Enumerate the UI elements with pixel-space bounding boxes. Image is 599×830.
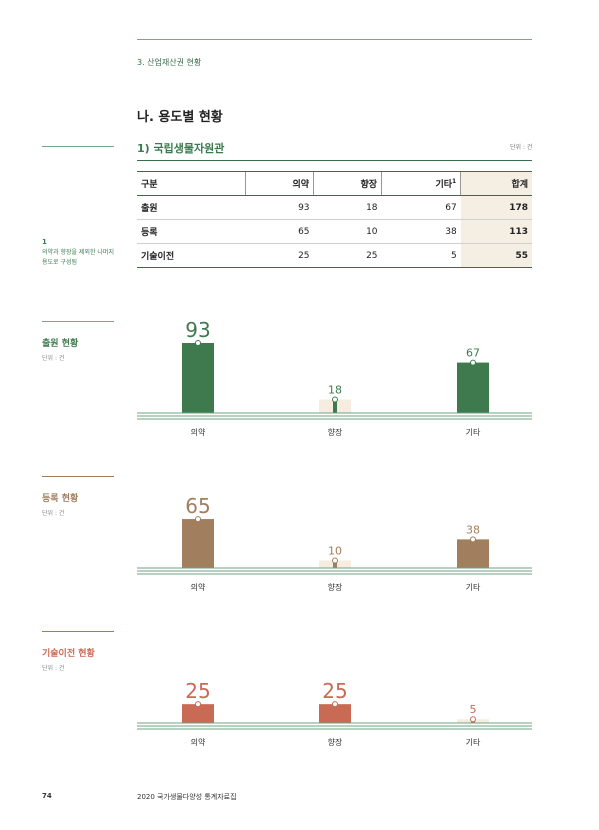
table-header-cell: 향장 [313,171,382,196]
table-cell: 38 [381,219,461,244]
table-row: 출원 93 18 67 178 [137,195,532,220]
footer-title: 2020 국가생물다양성 통계자료집 [137,793,237,801]
footnote-marker: 1 [452,178,457,185]
table-cell: 등록 [137,219,246,244]
bar-marker [195,701,201,708]
bar-marker [332,396,338,403]
bar-marker [332,557,338,564]
category-label: 기타 [466,738,481,747]
chart-outcome-filing: 93 의약 18 향장 67 기타 [137,318,532,437]
header-rule [137,39,532,40]
table-header-label: 기타 [435,180,452,190]
bar-marker [332,701,338,708]
chart-left-rule [42,321,114,322]
table-cell: 10 [313,219,382,244]
chart-title: 등록 현황 [42,494,79,504]
bar-marker [195,516,201,523]
bar [182,519,214,568]
data-label: 38 [466,523,480,536]
chart-registration: 65 의약 10 향장 38 기타 [137,494,532,592]
table-header-cell: 의약 [244,171,314,196]
bar [182,704,214,723]
category-label: 기타 [466,428,481,437]
note-text-2: 용도로 구성됨 [42,259,78,266]
table-cell: 18 [313,195,382,220]
table-cell: 93 [245,195,314,220]
chart-left-rule [42,631,114,632]
table-cell: 113 [460,219,532,244]
table-cell: 55 [460,243,532,268]
bar-marker [470,536,476,543]
table-row: 등록 65 10 38 113 [137,219,532,244]
category-label: 의약 [191,427,206,437]
data-label: 67 [466,347,480,360]
bar [333,560,337,568]
bar [319,704,351,723]
chart-title: 기술이전 현황 [42,649,95,659]
category-label: 향장 [328,582,343,592]
bar-marker [470,359,476,366]
category-label: 향장 [328,427,343,437]
table-header-cell: 합계 [460,171,532,196]
table-cell: 25 [313,243,382,268]
table-row: 기술이전 25 25 5 55 [137,243,532,268]
page-heading: 나. 용도별 현황 [137,110,223,125]
bar [457,539,489,568]
left-rule [42,146,114,147]
category-label: 기타 [466,583,481,592]
category-label: 향장 [328,737,343,747]
chart-unit: 단위 : 건 [42,355,65,362]
data-label: 10 [328,544,342,557]
chart-tech-transfer: 25 의약 25 향장 5 기타 [137,679,532,747]
chart-title: 출원 현황 [42,339,79,349]
section-label: 3. 산업재산권 현황 [137,58,202,67]
category-label: 의약 [191,737,206,747]
table-cell: 178 [460,195,532,220]
data-label: 25 [322,679,347,703]
bar [182,343,214,413]
table-cell: 65 [245,219,314,244]
bar-marker [470,716,476,723]
data-label: 93 [185,318,210,342]
table-unit: 단위 : 건 [510,144,533,151]
table-cell: 5 [381,243,461,268]
data-label: 25 [185,679,210,703]
data-label: 65 [185,494,210,518]
note-text-1: 의약과 향장을 제외한 나머지 [42,249,114,256]
chart-unit: 단위 : 건 [42,665,65,672]
chart-left-rule [42,476,114,477]
table-header-cell: 기타1 [381,171,461,196]
subheading: 1) 국립생물자원관 [137,142,225,155]
subheading-rule [137,160,532,161]
data-label: 5 [470,703,477,716]
table-cell: 25 [245,243,314,268]
category-label: 의약 [191,582,206,592]
note-number: 1 [42,238,47,246]
bar [457,362,489,413]
page-number: 74 [42,792,52,800]
table-header-row: 구분 의약 향장 기타1 합계 [137,171,532,196]
table-cell: 기술이전 [137,243,246,268]
table-cell: 67 [381,195,461,220]
table-header-cell: 구분 [137,171,246,196]
chart-unit: 단위 : 건 [42,510,65,517]
bar-marker [195,340,201,346]
data-table: 구분 의약 향장 기타1 합계 출원 93 18 67 178 등록 65 10… [137,171,532,268]
table-cell: 출원 [137,195,246,220]
data-label: 18 [328,383,342,396]
bar [333,399,337,413]
